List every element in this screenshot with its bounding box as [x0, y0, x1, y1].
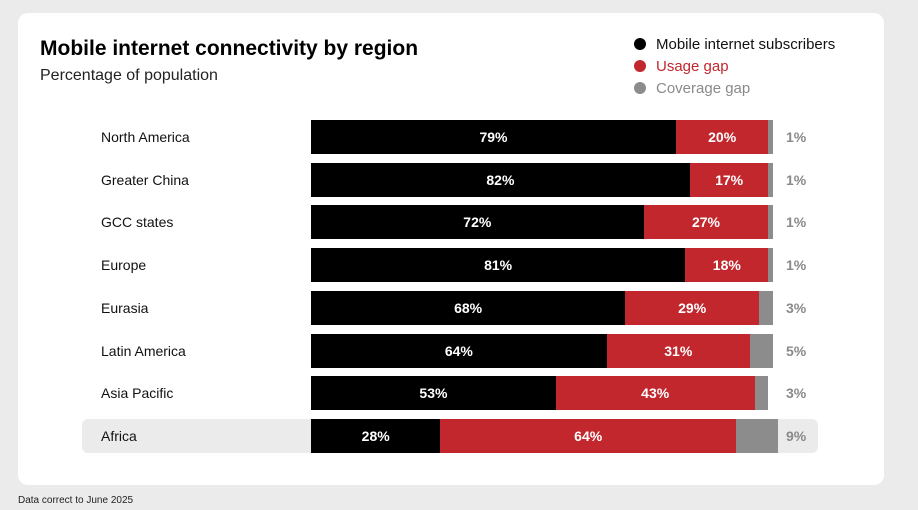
bar-usage-gap-africa: 64%: [440, 418, 737, 453]
coverage-gap-label-europe: 1%: [786, 257, 807, 274]
bar-coverage-gap-africa: [736, 418, 778, 453]
bar-usage-gap-greater-china: 17%: [689, 162, 769, 197]
category-label-north-america: North America: [101, 129, 190, 145]
bar-coverage-gap-europe: [768, 248, 773, 283]
coverage-gap-label-asia-pacific: 3%: [786, 385, 807, 402]
coverage-gap-label-latin-america: 5%: [786, 342, 807, 359]
bar-subscribers-europe: 81%: [311, 248, 686, 283]
legend-label-usage-gap: Usage gap: [656, 57, 729, 75]
bar-usage-gap-north-america: 20%: [675, 120, 769, 154]
legend-item-coverage-gap: Coverage gap: [634, 77, 835, 99]
bar-subscribers-north-america: 79%: [311, 120, 676, 154]
footnote: Data correct to June 2025: [18, 495, 134, 506]
legend: Mobile internet subscribers Usage gap Co…: [634, 33, 835, 99]
category-label-africa: Africa: [101, 427, 137, 444]
bar-subscribers-latin-america: 64%: [311, 333, 607, 368]
legend-label-coverage-gap: Coverage gap: [656, 79, 751, 97]
chart-subtitle: Percentage of population: [40, 67, 218, 84]
legend-dot-usage-gap: [634, 60, 646, 72]
legend-item-usage-gap: Usage gap: [634, 55, 835, 77]
bar-usage-gap-gcc-states: 27%: [643, 205, 769, 240]
bar-coverage-gap-eurasia: [759, 290, 773, 325]
category-label-asia-pacific: Asia Pacific: [101, 385, 174, 402]
bar-coverage-gap-latin-america: [749, 333, 773, 368]
chart-card: Mobile internet connectivity by region P…: [18, 13, 884, 485]
category-label-gcc-states: GCC states: [101, 214, 174, 231]
bar-subscribers-greater-china: 82%: [311, 162, 690, 197]
legend-item-subscribers: Mobile internet subscribers: [634, 33, 835, 55]
bar-subscribers-gcc-states: 72%: [311, 205, 644, 240]
category-label-latin-america: Latin America: [101, 342, 186, 359]
bar-coverage-gap-greater-china: [768, 162, 773, 197]
legend-dot-subscribers: [634, 38, 646, 50]
bar-coverage-gap-gcc-states: [768, 205, 773, 240]
category-label-greater-china: Greater China: [101, 171, 189, 188]
bar-subscribers-eurasia: 68%: [311, 290, 626, 325]
category-label-eurasia: Eurasia: [101, 299, 149, 316]
bar-usage-gap-eurasia: 29%: [625, 290, 760, 325]
bar-usage-gap-europe: 18%: [685, 248, 769, 283]
coverage-gap-label-africa: 9%: [786, 427, 807, 444]
bar-coverage-gap-north-america: [768, 120, 773, 154]
coverage-gap-label-eurasia: 3%: [786, 299, 807, 316]
legend-label-subscribers: Mobile internet subscribers: [656, 35, 836, 53]
coverage-gap-label-gcc-states: 1%: [786, 214, 807, 231]
bar-usage-gap-asia-pacific: 43%: [555, 376, 755, 411]
bar-coverage-gap-asia-pacific: [754, 376, 769, 411]
bar-subscribers-asia-pacific: 53%: [311, 376, 556, 411]
coverage-gap-label-north-america: 1%: [786, 129, 807, 145]
legend-dot-coverage-gap: [634, 82, 646, 94]
category-label-europe: Europe: [101, 257, 147, 274]
bar-usage-gap-latin-america: 31%: [606, 333, 750, 368]
bar-subscribers-africa: 28%: [311, 418, 441, 453]
chart-title: Mobile internet connectivity by region: [40, 37, 419, 60]
coverage-gap-label-greater-china: 1%: [786, 171, 807, 188]
